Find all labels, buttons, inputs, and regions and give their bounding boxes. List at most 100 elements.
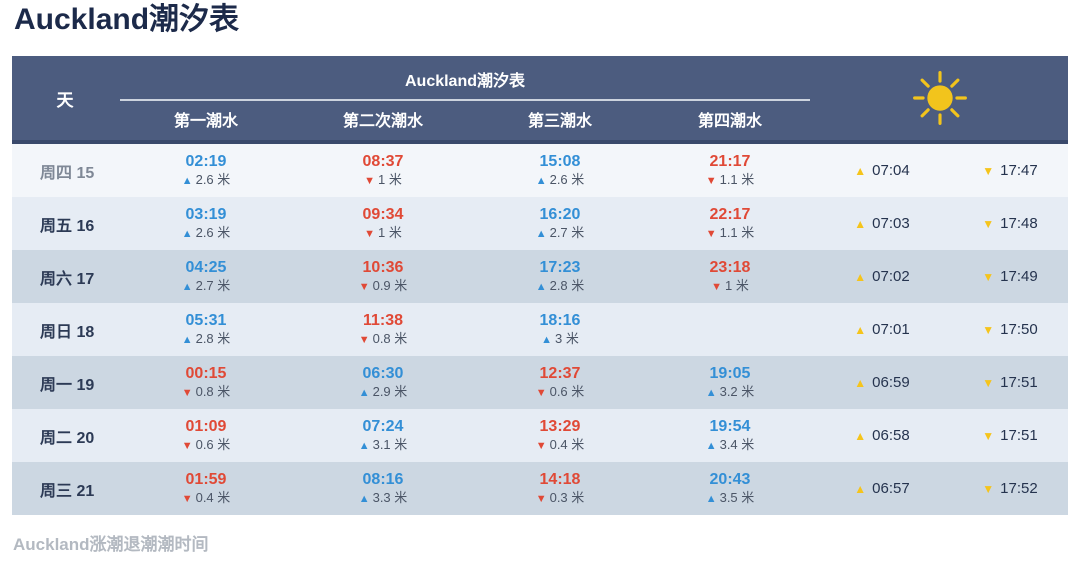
tide-cell: 02:19 ▲ 2.6 米 — [118, 153, 294, 187]
tide-cell: 16:20 ▲ 2.7 米 — [472, 206, 648, 240]
table-row: 周二 20 01:09 ▼ 0.6 米 07:24 ▲ 3.1 米 13:29 ▼ 0… — [12, 409, 1068, 462]
sunset-icon: ▼ — [982, 217, 995, 231]
sunset-time: 17:51 — [1000, 374, 1038, 391]
tide-cell: 00:15 ▼ 0.8 米 — [118, 365, 294, 399]
tide-time: 08:37 — [362, 153, 404, 171]
tide-direction-icon: ▲ — [181, 227, 193, 240]
sunrise-cell: ▲ 07:02 — [812, 268, 952, 285]
table-row: 周一 19 00:15 ▼ 0.8 米 06:30 ▲ 2.9 米 12:37 ▼ 0… — [12, 356, 1068, 409]
tide-height: 0.8 米 — [372, 330, 408, 346]
day-label: 周一 19 — [40, 376, 95, 394]
tide-cell: 21:17 ▼ 1.1 米 — [648, 153, 812, 187]
tide-time: 07:24 — [362, 418, 404, 436]
sunrise-icon: ▲ — [854, 164, 867, 178]
tide-height: 2.7 米 — [195, 277, 231, 293]
tide1-column-header: 第一潮水 — [173, 113, 238, 130]
sun-icon — [812, 56, 1068, 140]
tide-height-row: ▼ 1 米 — [294, 225, 472, 241]
tide-height-row: ▼ 0.4 米 — [472, 436, 648, 453]
tide-height-row: ▲ 3.1 米 — [294, 437, 472, 453]
tide-height-row: ▲ 2.6 米 — [472, 172, 648, 188]
tide-height: 2.8 米 — [195, 330, 231, 346]
tide-cell: 10:36 ▼ 0.9 米 — [294, 259, 472, 293]
sunset-time: 17:51 — [1000, 427, 1038, 444]
tide-height: 2.9 米 — [372, 383, 408, 399]
tide-height: 3.2 米 — [719, 383, 755, 399]
tide-height-row: ▼ 1.1 米 — [648, 172, 812, 188]
tide-time: 19:54 — [709, 418, 751, 436]
sunset-time: 17:49 — [1000, 268, 1038, 285]
sunset-icon: ▼ — [982, 270, 995, 284]
sunset-cell: ▼ 17:49 — [952, 268, 1068, 285]
tide-height-row: ▼ 1 米 — [294, 171, 472, 188]
tide-time: 11:38 — [362, 312, 404, 330]
tide-height-row: ▲ 2.7 米 — [118, 277, 294, 294]
tide-height-row: ▲ 2.7 米 — [472, 225, 648, 241]
tide-direction-icon: ▼ — [181, 492, 193, 505]
tide-time: 10:36 — [362, 259, 404, 277]
tide-height-row: ▲ 3 米 — [472, 331, 648, 347]
tide-time: 18:16 — [539, 312, 581, 330]
sunrise-time: 06:59 — [872, 374, 910, 391]
tide-height: 0.3 米 — [549, 489, 585, 505]
tide-direction-icon: ▲ — [705, 439, 717, 452]
tide-time: 06:30 — [362, 365, 404, 383]
tide-group-header: Auckland潮汐表 第一潮水 第二次潮水 第三潮水 第四潮水 — [118, 56, 812, 140]
tide-cell: 19:05 ▲ 3.2 米 — [648, 365, 812, 399]
day-label: 周六 17 — [40, 270, 95, 288]
tide-cell: 17:23 ▲ 2.8 米 — [472, 259, 648, 293]
tide-cell: 08:37 ▼ 1 米 — [294, 153, 472, 187]
tide-direction-icon: ▲ — [535, 174, 547, 187]
tide-height-row: ▲ 2.8 米 — [118, 330, 294, 347]
tide-height-row: ▼ 0.9 米 — [294, 277, 472, 294]
tide-height: 0.4 米 — [549, 436, 585, 452]
tide-time: 05:31 — [185, 312, 227, 330]
tide4-column-header: 第四潮水 — [697, 113, 762, 130]
sunrise-cell: ▲ 07:01 — [812, 321, 952, 338]
sunset-cell: ▼ 17:50 — [952, 321, 1068, 338]
sunrise-time: 07:03 — [872, 215, 910, 232]
sunrise-icon: ▲ — [854, 376, 867, 390]
sunrise-time: 07:02 — [872, 268, 910, 285]
tide-time: 12:37 — [539, 365, 581, 383]
tide-height: 3.3 米 — [372, 489, 408, 505]
tide-height-row: ▲ 3.3 米 — [294, 489, 472, 506]
sunrise-icon: ▲ — [854, 217, 867, 231]
tide-direction-icon: ▲ — [535, 280, 547, 293]
header-divider — [120, 99, 810, 101]
tide-cell: 13:29 ▼ 0.4 米 — [472, 418, 648, 452]
tide-height: 0.9 米 — [372, 277, 408, 293]
tide-group-title: Auckland潮汐表 — [404, 73, 526, 90]
sunrise-icon: ▲ — [854, 482, 867, 496]
tide-time: 16:20 — [539, 206, 581, 224]
tide-height: 1 米 — [378, 171, 402, 187]
tide-direction-icon: ▲ — [181, 174, 193, 187]
tide-height-row: ▲ 2.6 米 — [118, 172, 294, 188]
sunrise-icon: ▲ — [854, 323, 867, 337]
tide-height-row: ▲ 3.2 米 — [648, 383, 812, 400]
tide-height-row: ▼ 0.6 米 — [472, 383, 648, 400]
sunrise-cell: ▲ 07:03 — [812, 215, 952, 232]
tide-cell: 03:19 ▲ 2.6 米 — [118, 206, 294, 240]
tide-time: 13:29 — [539, 418, 581, 436]
tide-height-row: ▼ 0.6 米 — [118, 437, 294, 453]
sunset-time: 17:47 — [1000, 162, 1038, 179]
tide-time: 02:19 — [185, 153, 227, 171]
sunset-icon: ▼ — [982, 323, 995, 337]
tide3-column-header: 第三潮水 — [527, 113, 592, 130]
tide-height: 2.6 米 — [195, 224, 231, 240]
tide-cell: 18:16 ▲ 3 米 — [472, 312, 648, 346]
sunrise-time: 07:04 — [872, 162, 910, 179]
sunset-cell: ▼ 17:51 — [952, 374, 1068, 391]
tide-direction-icon: ▲ — [541, 333, 553, 346]
sunset-icon: ▼ — [982, 482, 995, 496]
tide-direction-icon: ▼ — [535, 492, 547, 505]
tide-height-row: ▲ 3.5 米 — [648, 490, 812, 506]
tide-cell: 01:09 ▼ 0.6 米 — [118, 418, 294, 452]
tide-time: 01:59 — [185, 471, 227, 489]
tide-direction-icon: ▼ — [181, 439, 193, 452]
sunrise-cell: ▲ 07:04 — [812, 162, 952, 179]
sunrise-time: 06:58 — [872, 427, 910, 444]
tide-height: 0.6 米 — [549, 383, 585, 399]
sunrise-time: 07:01 — [872, 321, 910, 338]
